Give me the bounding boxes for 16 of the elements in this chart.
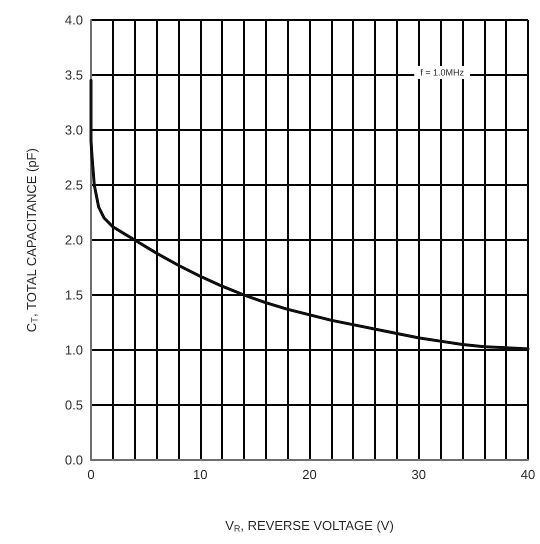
y-tick-label: 0.5 bbox=[64, 398, 83, 412]
y-tick-label: 1.5 bbox=[64, 288, 83, 302]
annotation: f = 1.0MHz bbox=[420, 68, 464, 78]
y-tick-label: 3.0 bbox=[64, 122, 83, 138]
x-tick-label: 10 bbox=[193, 467, 208, 482]
y-axis-title: CT, TOTAL CAPACITANCE (pF) bbox=[24, 148, 40, 332]
y-tick-label: 4.0 bbox=[64, 12, 83, 28]
y-tick-label: 2.0 bbox=[64, 232, 83, 248]
y-tick-label: 3.5 bbox=[64, 68, 83, 82]
x-tick-label: 30 bbox=[412, 467, 426, 482]
x-tick-label: 40 bbox=[520, 467, 536, 482]
x-tick-label: 0 bbox=[87, 467, 95, 482]
y-tick-label: 2.5 bbox=[64, 178, 83, 192]
y-tick-label: 0.0 bbox=[64, 452, 83, 468]
x-tick-label: 20 bbox=[302, 467, 317, 482]
y-tick-label: 1.0 bbox=[64, 342, 83, 358]
